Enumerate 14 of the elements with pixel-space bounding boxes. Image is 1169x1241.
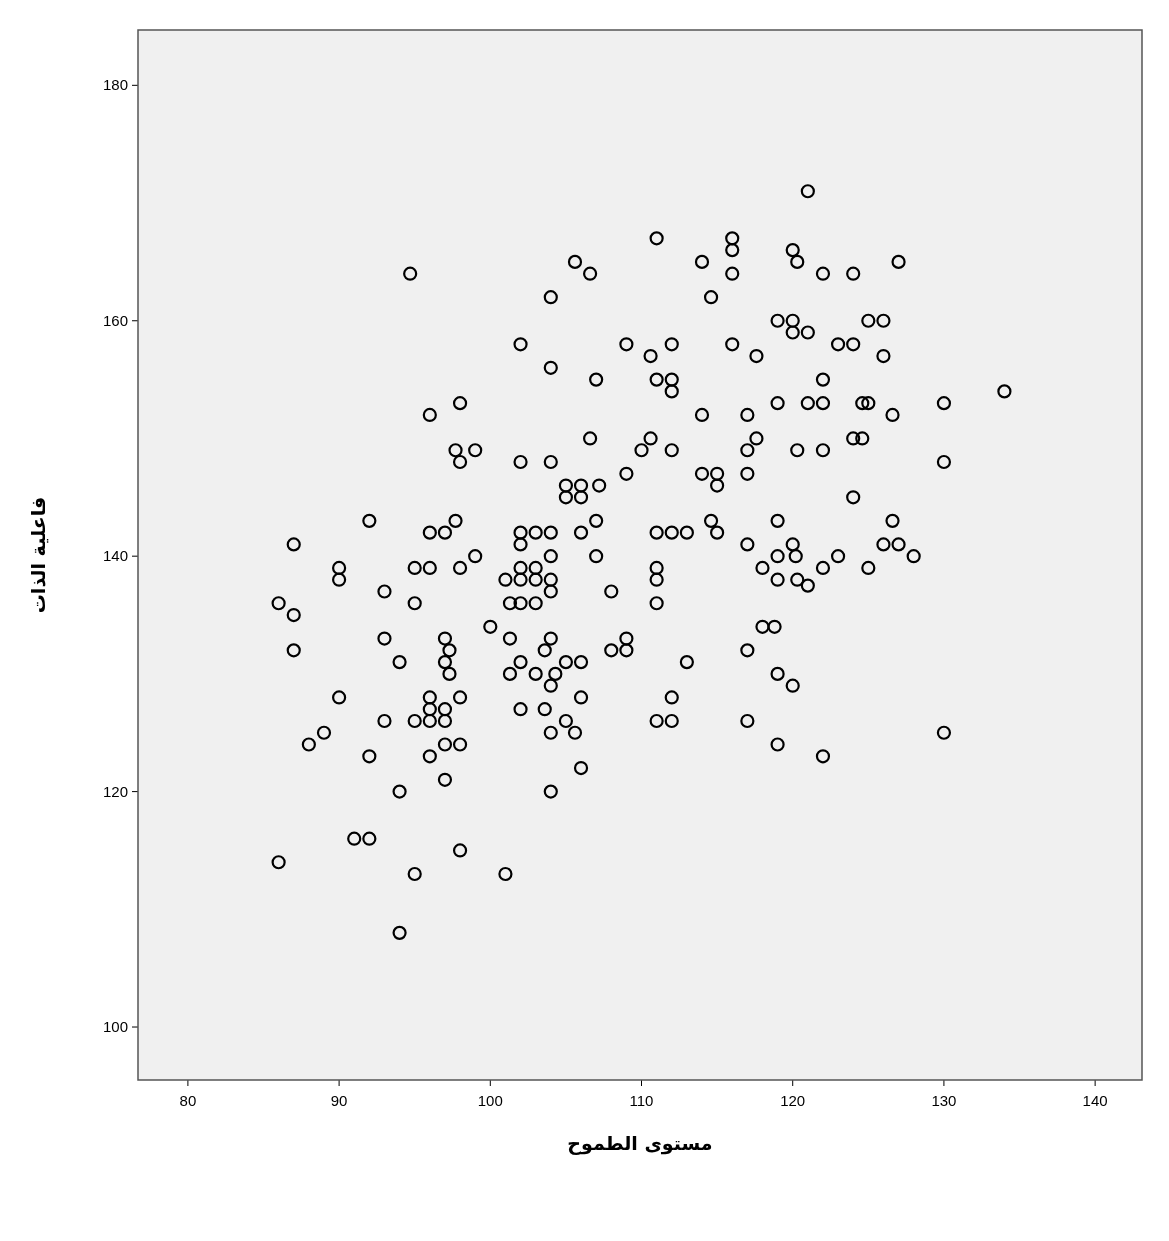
x-tick-label: 130 (931, 1092, 957, 1109)
x-tick-label: 120 (780, 1092, 806, 1109)
x-tick-label: 80 (179, 1092, 197, 1109)
y-tick-label: 120 (102, 782, 128, 800)
y-tick-label: 100 (102, 1018, 128, 1036)
y-tick-label: 160 (102, 311, 128, 329)
x-tick-label: 110 (629, 1092, 654, 1109)
x-tick-label: 100 (477, 1092, 503, 1109)
x-axis-title: مستوى الطموح (567, 1132, 713, 1155)
x-tick-label: 140 (1082, 1092, 1108, 1109)
y-tick-label: 180 (102, 76, 128, 94)
y-axis-title: فاعلية الذات (27, 496, 49, 614)
x-tick-label: 90 (330, 1092, 348, 1109)
y-tick-label: 140 (102, 547, 128, 565)
